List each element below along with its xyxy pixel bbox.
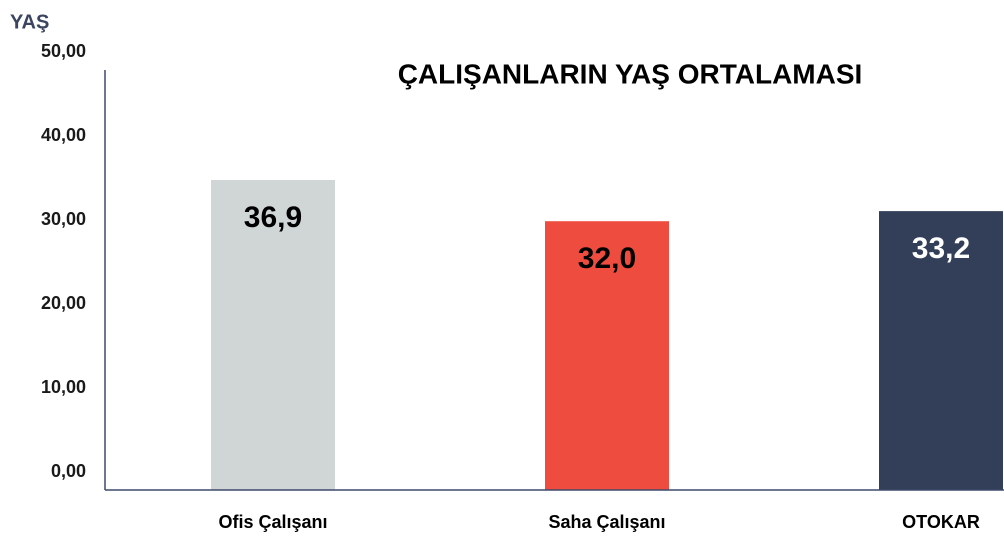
bar — [545, 221, 669, 490]
y-tick-label: 0,00 — [51, 461, 86, 481]
x-tick-label: Saha Çalışanı — [548, 512, 665, 532]
x-tick-label: Ofis Çalışanı — [218, 512, 327, 532]
bar — [211, 180, 335, 491]
chart-title: ÇALIŞANLARIN YAŞ ORTALAMASI — [398, 58, 863, 89]
y-tick-label: 50,00 — [41, 41, 86, 61]
value-label: 33,2 — [912, 232, 970, 265]
x-tick-label: OTOKAR — [902, 512, 980, 532]
bar — [879, 211, 1003, 490]
value-label: 36,9 — [244, 201, 302, 234]
y-axis-label: YAŞ — [10, 11, 49, 33]
y-tick-label: 40,00 — [41, 125, 86, 145]
y-tick-label: 30,00 — [41, 209, 86, 229]
y-tick-label: 20,00 — [41, 293, 86, 313]
value-label: 32,0 — [578, 242, 636, 275]
y-tick-label: 10,00 — [41, 377, 86, 397]
